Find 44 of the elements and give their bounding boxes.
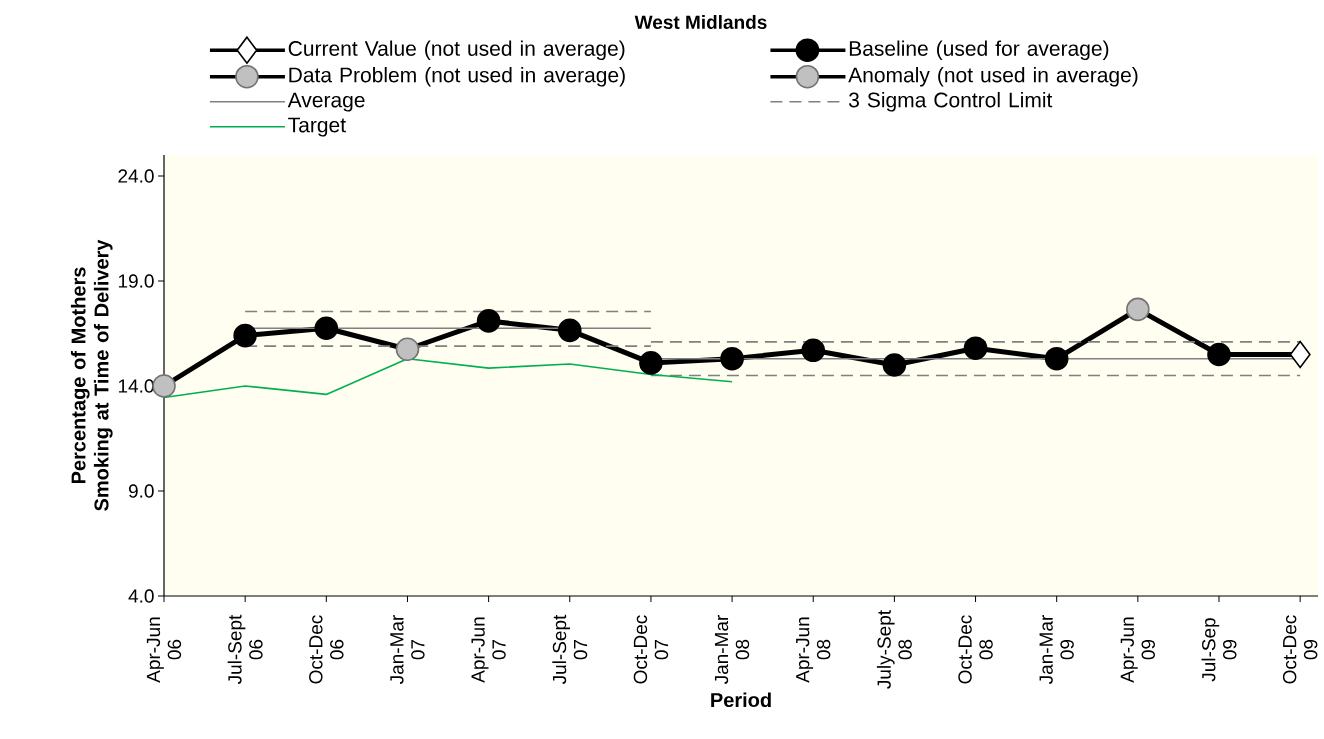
x-tick-label: Apr-Jun 07 bbox=[471, 617, 506, 683]
point bbox=[720, 346, 744, 371]
x-tick-label: Jul-Sep 09 bbox=[1201, 618, 1237, 682]
legend-label: Anomaly (not used in average) bbox=[848, 66, 1138, 87]
point bbox=[152, 374, 176, 398]
legend-label: Data Problem (not used in average) bbox=[289, 66, 625, 87]
chart-title: West Midlands bbox=[634, 15, 767, 29]
x-tick-label: Jul-Sept 07 bbox=[552, 614, 588, 685]
legend-label: Average bbox=[287, 92, 365, 112]
x-tick-label: Jan-Mar 08 bbox=[714, 615, 750, 685]
point bbox=[963, 336, 988, 360]
x-tick-label: Apr-Jun 09 bbox=[1120, 617, 1155, 683]
point bbox=[314, 316, 339, 341]
point bbox=[1126, 297, 1150, 322]
x-tick-label: Oct-Dec 07 bbox=[633, 615, 669, 684]
x-tick-label: Oct-Dec 09 bbox=[1282, 615, 1318, 684]
legend-label: 3 Sigma Control Limit bbox=[848, 91, 1053, 112]
point bbox=[882, 353, 907, 377]
x-tick-label: Oct-Dec 06 bbox=[309, 615, 344, 684]
point bbox=[801, 338, 826, 363]
point bbox=[395, 337, 420, 362]
legend-label: Current Value (not used in average) bbox=[288, 40, 625, 61]
x-tick-label: Oct-Dec 08 bbox=[958, 615, 993, 684]
x-tick-label: Jan-Mar 07 bbox=[390, 615, 425, 685]
legend-label: Target bbox=[288, 117, 346, 137]
y-tick-label: 14.0 bbox=[118, 379, 154, 393]
x-tick-label: Jan-Mar 09 bbox=[1039, 615, 1074, 685]
y-tick-label: 4.0 bbox=[128, 589, 154, 603]
point bbox=[1044, 346, 1069, 371]
point bbox=[1207, 342, 1231, 367]
x-tick-label: Jul-Sept 06 bbox=[227, 614, 263, 685]
point bbox=[639, 351, 663, 375]
point bbox=[476, 309, 501, 333]
y-tick-label: 24.0 bbox=[118, 169, 154, 183]
point bbox=[233, 323, 257, 348]
x-tick-label: Apr-Jun 08 bbox=[796, 617, 831, 683]
y-tick-label: 9.0 bbox=[128, 484, 154, 498]
x-tick-label: July-Sept 08 bbox=[876, 610, 912, 689]
x-tick-label: Apr-Jun 06 bbox=[146, 617, 182, 683]
x-axis-title: Period bbox=[711, 692, 771, 708]
point bbox=[557, 318, 582, 343]
y-tick-label: 19.0 bbox=[118, 274, 154, 288]
y-axis-title: Percentage of Mothers Smoking at Time of Delivery bbox=[70, 239, 113, 511]
legend-label: Baseline (used for average) bbox=[849, 40, 1109, 61]
